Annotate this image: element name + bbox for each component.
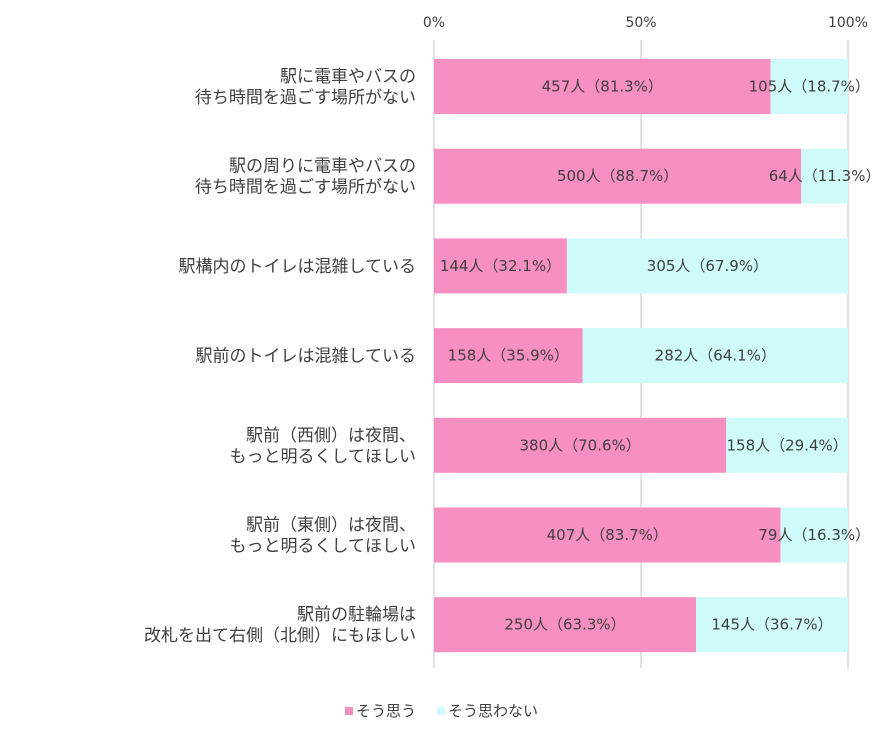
legend-swatch-agree <box>345 707 353 715</box>
data-label: 64人（11.3%） <box>769 167 881 185</box>
bar-disagree <box>801 148 848 204</box>
data-label: 500人（88.7%） <box>557 167 678 185</box>
data-label: 158人（29.4%） <box>726 436 847 454</box>
data-label: 145人（36.7%） <box>711 616 832 634</box>
category-labels: 駅に電車やバスの待ち時間を過ごす場所がない駅の周りに電車やバスの待ち時間を過ごす… <box>144 67 416 646</box>
data-label: 380人（70.6%） <box>519 436 640 454</box>
x-tick-labels: 0% 50% 100% <box>423 15 868 31</box>
category-label: 駅の周りに電車やバスの待ち時間を過ごす場所がない <box>195 157 416 198</box>
bar-agree <box>434 238 567 294</box>
category-label: 駅に電車やバスの待ち時間を過ごす場所がない <box>195 67 416 108</box>
bar-disagree <box>582 328 848 384</box>
legend-label: そう思う <box>356 702 416 720</box>
bars: 457人（81.3%） 105人（18.7%） 500人（88.7%） 64人（11.… <box>434 59 881 653</box>
bar-agree <box>434 148 802 204</box>
data-label: 282人（64.1%） <box>655 347 776 365</box>
bar-agree <box>434 417 727 473</box>
legend: そう思う そう思わない <box>345 702 538 720</box>
category-label: 駅前（東側）は夜間、もっと明るくしてほしい <box>230 516 417 557</box>
bar-disagree <box>770 59 848 114</box>
category-label: 駅前のトイレは混雑している <box>196 347 417 367</box>
category-label: 駅前（西側）は夜間、もっと明るくしてほしい <box>230 426 417 467</box>
data-label: 250人（63.3%） <box>504 616 625 634</box>
legend-label: そう思わない <box>448 702 538 720</box>
bar-agree <box>434 328 583 384</box>
bar-disagree <box>726 417 848 473</box>
x-tick-label: 50% <box>625 15 656 31</box>
category-label: 駅構内のトイレは混雑している <box>179 257 417 277</box>
data-label: 158人（35.9%） <box>448 347 569 365</box>
data-label: 407人（83.7%） <box>547 526 668 544</box>
bar-agree <box>434 59 771 114</box>
data-label: 79人（16.3%） <box>758 526 870 544</box>
x-tick-label: 100% <box>828 15 868 31</box>
bar-disagree <box>566 238 848 294</box>
x-tick-label: 0% <box>423 15 445 31</box>
data-label: 144人（32.1%） <box>440 257 561 275</box>
bar-disagree <box>696 597 848 653</box>
data-label: 305人（67.9%） <box>647 257 768 275</box>
data-label: 105人（18.7%） <box>749 78 870 96</box>
bar-agree <box>434 597 697 653</box>
legend-swatch-disagree <box>437 707 445 715</box>
data-label: 457人（81.3%） <box>542 78 663 96</box>
category-label: 駅前の駐輪場は改札を出て右側（北側）にもほしい <box>144 605 416 646</box>
bar-disagree <box>780 507 848 563</box>
bar-agree <box>434 507 781 563</box>
